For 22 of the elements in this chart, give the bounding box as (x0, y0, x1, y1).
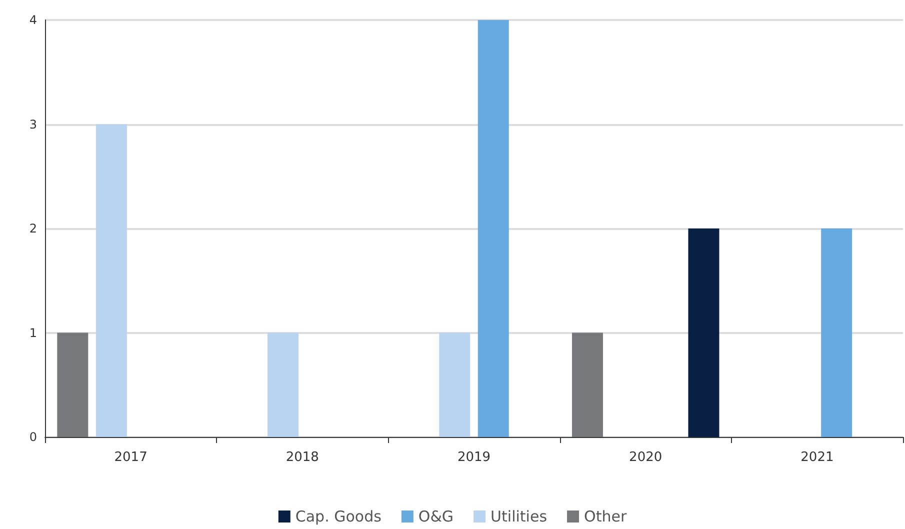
y-tick-label: 2 (29, 222, 37, 236)
bar (439, 332, 470, 437)
y-tick-label: 0 (29, 430, 37, 444)
bar (96, 124, 127, 437)
y-tick-label: 3 (29, 117, 37, 132)
legend-label: Utilities (490, 508, 548, 526)
x-tick-label: 2021 (800, 450, 834, 465)
bar (572, 332, 603, 437)
legend-label: O&G (418, 508, 454, 526)
x-tick-label: 2020 (629, 450, 662, 465)
x-tick-label: 2018 (286, 450, 319, 465)
legend-label: Cap. Goods (295, 508, 382, 526)
legend-label: Other (584, 508, 628, 526)
bar (478, 20, 509, 437)
bar (268, 332, 299, 437)
bar (57, 332, 88, 437)
x-tick-label: 2017 (114, 450, 148, 465)
x-tick-label: 2019 (457, 450, 491, 465)
bar (821, 228, 852, 437)
bar (688, 228, 720, 437)
y-tick-label: 1 (29, 326, 37, 340)
y-tick-label: 4 (29, 13, 37, 27)
